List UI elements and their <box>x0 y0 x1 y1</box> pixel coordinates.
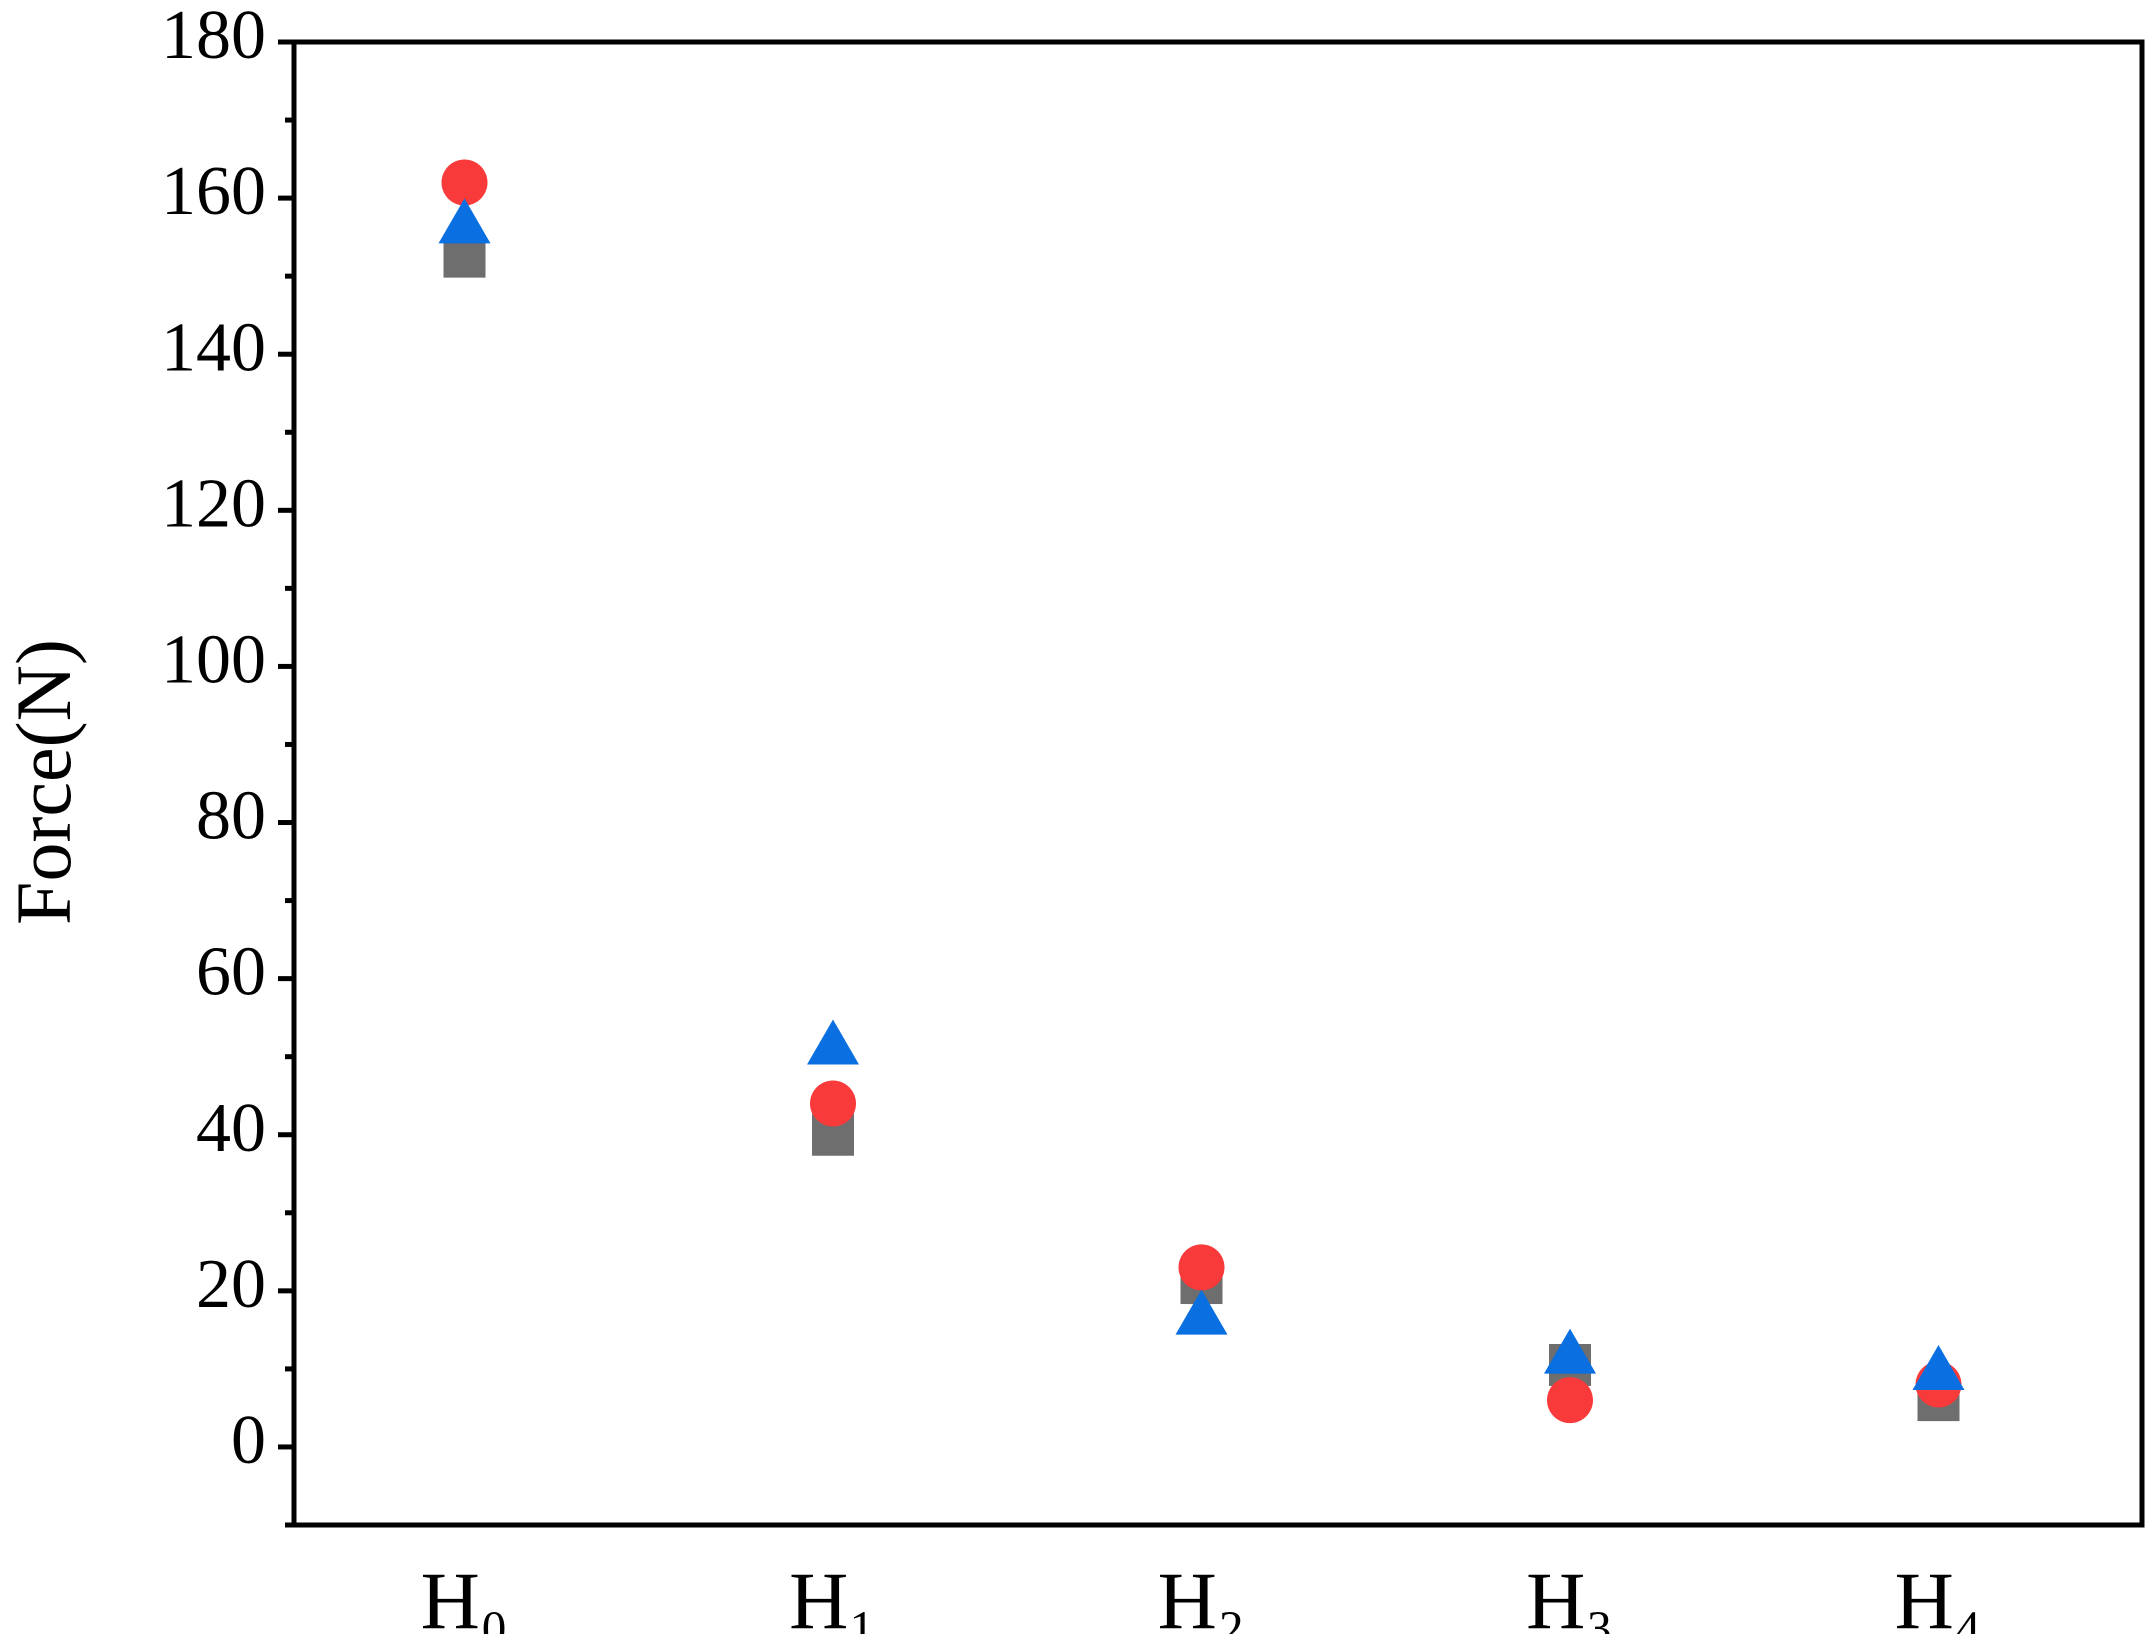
y-tick-label: 0 <box>231 1402 266 1479</box>
x-tick-label: H₃ <box>1526 1555 1614 1634</box>
x-tick-label: H₄ <box>1895 1555 1983 1634</box>
y-tick-label: 160 <box>161 153 266 230</box>
circle-marker <box>1547 1377 1593 1424</box>
y-tick-label: 100 <box>161 621 266 698</box>
plot-frame <box>291 39 2145 1528</box>
circle-marker <box>1178 1244 1225 1291</box>
x-tick-label: H₁ <box>789 1555 877 1634</box>
triangle-marker <box>807 1019 859 1065</box>
triangle-marker <box>1175 1289 1228 1335</box>
y-tick-label: 20 <box>196 1246 266 1323</box>
circle-marker <box>810 1080 856 1127</box>
x-tick-label: H₀ <box>421 1555 509 1634</box>
circle-marker <box>441 159 488 206</box>
y-tick-label: 120 <box>161 465 266 542</box>
triangle-marker <box>1544 1328 1596 1374</box>
y-tick-label: 140 <box>161 309 266 386</box>
y-tick-label: 180 <box>161 0 266 74</box>
y-tick-label: 40 <box>196 1090 266 1167</box>
triangle-marker <box>1912 1345 1965 1391</box>
y-tick-label: 80 <box>196 778 266 855</box>
triangle-marker <box>438 198 491 244</box>
y-tick-label: 60 <box>196 934 266 1011</box>
y-axis-label: Force(N) <box>0 639 87 925</box>
x-tick-label: H₂ <box>1158 1555 1246 1634</box>
